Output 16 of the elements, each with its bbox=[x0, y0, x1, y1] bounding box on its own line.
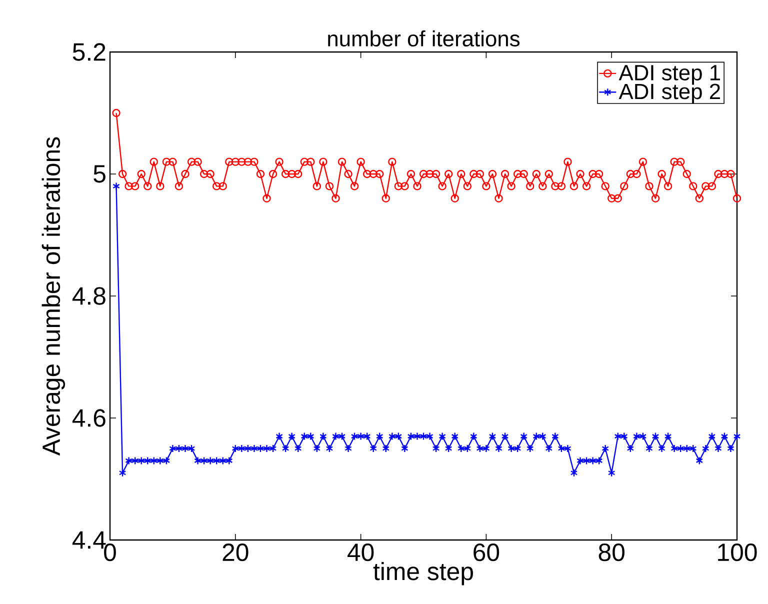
x-tick-label: 100 bbox=[718, 544, 757, 562]
y-axis-title: Average number of iterations bbox=[42, 137, 66, 456]
x-tick-label: 80 bbox=[598, 544, 624, 562]
y-tick-label: 4.8 bbox=[72, 287, 106, 305]
legend-label: ADI step 2 bbox=[618, 84, 720, 104]
y-tick-label: 5.2 bbox=[72, 43, 106, 61]
x-tick-label: 40 bbox=[348, 544, 374, 562]
x-tick-label: 0 bbox=[104, 544, 116, 562]
chart-title: number of iterations bbox=[328, 30, 520, 47]
x-tick-label: 60 bbox=[474, 544, 500, 562]
x-tick-label: 20 bbox=[222, 544, 248, 562]
legend-label: ADI step 1 bbox=[618, 65, 720, 85]
y-tick-label: 4.6 bbox=[72, 409, 106, 427]
y-tick-label: 5 bbox=[94, 165, 106, 183]
x-axis-title: time step bbox=[373, 562, 473, 586]
y-tick-label: 4.4 bbox=[72, 531, 106, 549]
